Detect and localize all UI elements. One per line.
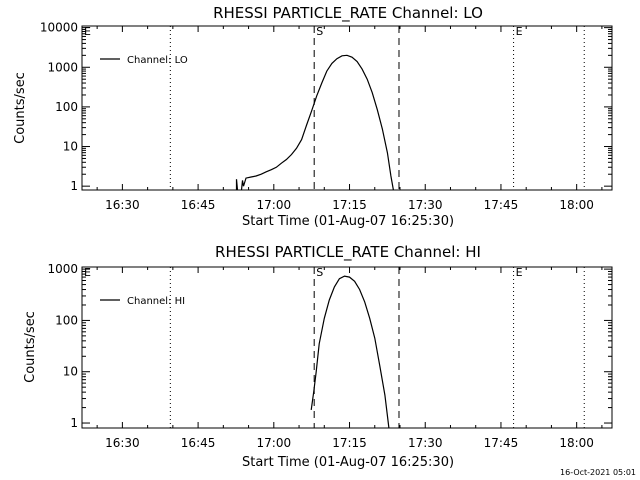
- hi-marker-label: E: [516, 266, 523, 279]
- hi-x-tick-label: 17:00: [257, 436, 292, 450]
- hi-y-tick-label: 1: [70, 416, 78, 430]
- lo-x-tick-label: 16:30: [105, 198, 140, 212]
- hi-y-axis-label: Counts/sec: [23, 311, 38, 383]
- footer-timestamp: 16-Oct-2021 05:01: [560, 468, 636, 477]
- hi-x-tick-label: 18:00: [559, 436, 594, 450]
- hi-legend-label: Channel: HI: [127, 296, 185, 307]
- lo-series-line: [240, 54, 394, 191]
- hi-series-line: [310, 275, 390, 429]
- lo-x-tick-label: 18:00: [559, 198, 594, 212]
- lo-marker-label: E: [516, 25, 523, 38]
- lo-x-axis-label: Start Time (01-Aug-07 16:25:30): [242, 214, 454, 229]
- hi-chart-title: RHESSI PARTICLE_RATE Channel: HI: [215, 243, 481, 262]
- lo-x-tick-label: 17:30: [408, 198, 443, 212]
- lo-marker-label: E: [84, 25, 91, 38]
- lo-x-tick-label: 16:45: [181, 198, 216, 212]
- lo-x-tick-label: 17:45: [484, 198, 519, 212]
- lo-y-tick-label: 1000: [47, 60, 78, 74]
- lo-channel-panel: RHESSI PARTICLE_RATE Channel: LO Start T…: [13, 4, 613, 229]
- lo-y-tick-label: 10000: [40, 21, 78, 35]
- hi-y-tick-label: 1000: [47, 262, 78, 276]
- hi-plot-frame: [81, 266, 613, 429]
- lo-y-tick-label: 1: [70, 179, 78, 193]
- hi-x-tick-label: 17:15: [332, 436, 367, 450]
- hi-y-tick-label: 10: [63, 365, 78, 379]
- lo-y-tick-label: 100: [55, 100, 78, 114]
- hi-x-tick-label: 16:45: [181, 436, 216, 450]
- lo-y-tick-label: 10: [63, 140, 78, 154]
- lo-plot-frame: [81, 25, 613, 191]
- lo-x-tick-label: 17:00: [257, 198, 292, 212]
- hi-marker-label: E: [84, 266, 91, 279]
- lo-marker-label: S: [316, 25, 323, 38]
- hi-x-tick-label: 16:30: [105, 436, 140, 450]
- hi-x-tick-label: 17:30: [408, 436, 443, 450]
- lo-series-line: [235, 179, 239, 191]
- lo-chart-title: RHESSI PARTICLE_RATE Channel: LO: [213, 4, 483, 23]
- hi-marker-label: S: [316, 266, 323, 279]
- lo-legend-label: Channel: LO: [127, 55, 188, 66]
- lo-x-tick-label: 17:15: [332, 198, 367, 212]
- lo-y-axis-label: Counts/sec: [13, 72, 28, 144]
- hi-x-axis-label: Start Time (01-Aug-07 16:25:30): [242, 455, 454, 470]
- hi-channel-panel: RHESSI PARTICLE_RATE Channel: HI Start T…: [23, 243, 613, 470]
- hi-x-tick-label: 17:45: [484, 436, 519, 450]
- hi-y-tick-label: 100: [55, 313, 78, 327]
